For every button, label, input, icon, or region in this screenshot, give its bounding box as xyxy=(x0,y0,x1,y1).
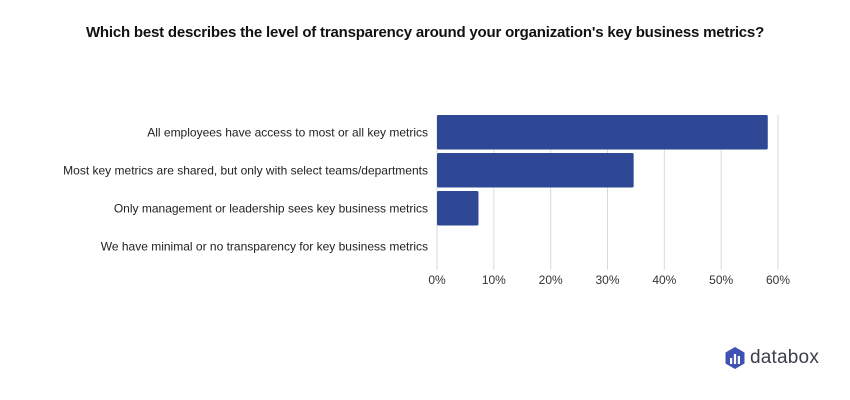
bar-0 xyxy=(437,115,768,150)
x-tick-label: 0% xyxy=(428,273,446,287)
bar-2 xyxy=(437,191,479,226)
logo-bar-2 xyxy=(733,354,737,364)
databox-bar-icon xyxy=(725,347,745,369)
category-label: We have minimal or no transparency for k… xyxy=(101,239,428,253)
bars xyxy=(437,115,768,226)
logo-bar-1 xyxy=(730,358,733,364)
category-label: Only management or leadership sees key b… xyxy=(114,201,428,215)
x-tick-label: 20% xyxy=(539,273,563,287)
x-tick-label: 60% xyxy=(766,273,790,287)
x-tick-label: 50% xyxy=(709,273,733,287)
databox-logo: databox xyxy=(725,347,819,369)
x-tick-label: 30% xyxy=(595,273,619,287)
logo-bar-3 xyxy=(737,356,740,364)
category-label: Most key metrics are shared, but only wi… xyxy=(63,163,428,177)
chart-title: Which best describes the level of transp… xyxy=(85,24,765,41)
bar-1 xyxy=(437,153,634,188)
category-labels: All employees have access to most or all… xyxy=(63,125,428,253)
x-axis-ticks: 0% 10% 20% 30% 40% 50% 60% xyxy=(428,273,790,287)
x-tick-label: 40% xyxy=(652,273,676,287)
x-tick-label: 10% xyxy=(482,273,506,287)
category-label: All employees have access to most or all… xyxy=(147,125,428,139)
logo-text: databox xyxy=(750,347,820,368)
